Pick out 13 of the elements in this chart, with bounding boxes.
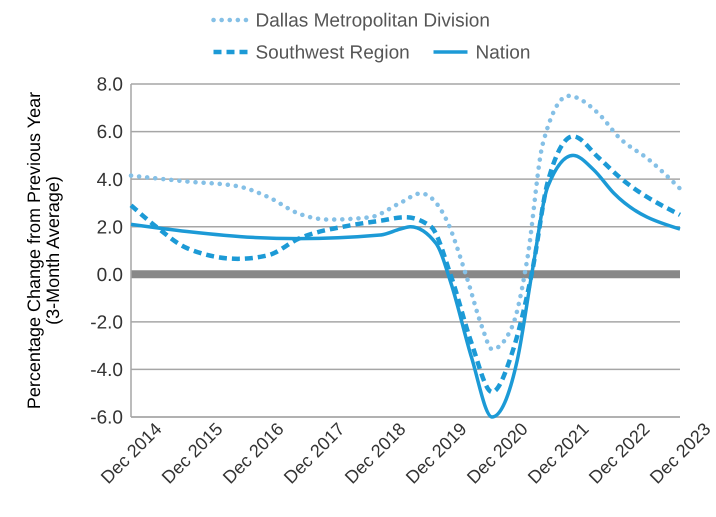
y-tick-label: 0.0 (96, 264, 123, 286)
y-axis-title: Percentage Change from Previous Year (3-Month Average) (24, 92, 63, 410)
line-series (128, 94, 682, 352)
y-tick-label: 2.0 (96, 217, 123, 238)
y-tick-label: -4.0 (90, 360, 123, 382)
y-tick-label: -2.0 (90, 312, 123, 334)
y-tick-label: 8.0 (96, 74, 123, 96)
legend-label: Dallas Metropolitan Division (256, 10, 490, 32)
y-tick-label: 6.0 (96, 122, 123, 144)
y-tick-label: -6.0 (90, 408, 123, 429)
legend-label: Southwest Region (256, 42, 410, 64)
legend-label: Nation (476, 42, 530, 64)
y-tick-label: 4.0 (96, 170, 123, 191)
